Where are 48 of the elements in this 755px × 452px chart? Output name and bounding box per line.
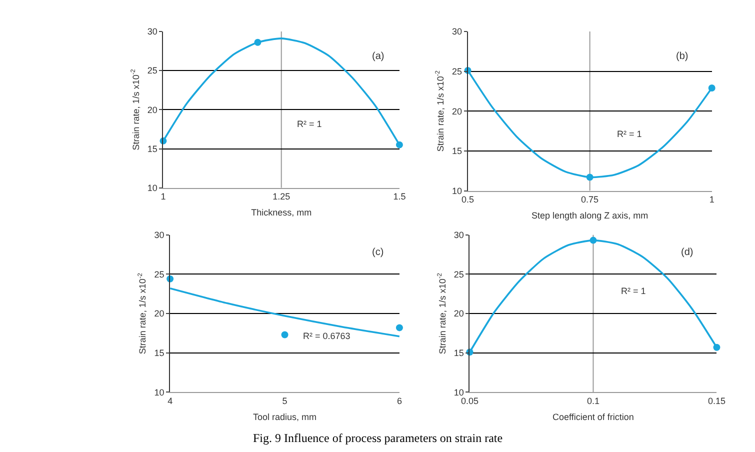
annotation: R² = 1 [621, 286, 646, 296]
y-tick-label: 25 [154, 269, 164, 280]
x-tick-label: 1.25 [272, 192, 290, 202]
annotation: (c) [372, 247, 384, 258]
y-tick-label: 15 [452, 146, 462, 156]
x-tick-label: 0.1 [586, 396, 600, 406]
annotation: R² = 1 [297, 119, 322, 129]
x-tick-label: 0.05 [460, 396, 479, 406]
x-axis-title: Step length along Z axis, mm [532, 210, 648, 220]
annotation: R² = 1 [617, 129, 642, 139]
y-tick-label: 15 [147, 144, 158, 154]
y-tick-label: 15 [454, 348, 464, 358]
y-tick-label: 20 [454, 308, 464, 319]
annotation: (b) [676, 51, 688, 62]
x-tick-label: 0.75 [581, 194, 599, 205]
y-tick-label: 10 [154, 387, 164, 398]
y-tick-label: 30 [154, 230, 164, 240]
y-tick-label: 20 [154, 308, 164, 319]
y-tick-label: 10 [147, 183, 158, 194]
point [396, 324, 403, 332]
x-tick-label: 0.5 [462, 194, 474, 205]
line-series [170, 287, 400, 338]
y-tick-label: 25 [452, 66, 462, 76]
y-tick-label: 30 [452, 26, 462, 37]
x-tick-label: 6 [396, 396, 402, 406]
x-axis-title: Coefficient of friction [552, 412, 634, 422]
caption: Fig. 9 Influence of process parameters on strain rate [253, 431, 503, 445]
y-tick-label: 30 [454, 230, 464, 240]
y-tick-label: 25 [147, 66, 158, 76]
x-tick-label: 1 [160, 192, 166, 202]
y-tick-label: 10 [452, 186, 462, 196]
y-tick-label: 20 [147, 104, 158, 115]
y-tick-label: 30 [147, 26, 158, 37]
annotation: R² = 0.6763 [303, 331, 350, 341]
y-tick-label: 25 [454, 269, 464, 280]
x-tick-label: 4 [168, 396, 173, 406]
x-tick-label: 5 [282, 396, 288, 406]
point [281, 331, 288, 338]
x-tick-label: 1 [709, 194, 714, 205]
annotation: (d) [681, 247, 694, 258]
x-axis-title: Tool radius, mm [253, 412, 317, 422]
y-tick-label: 10 [454, 387, 464, 398]
x-tick-label: 1.5 [393, 192, 406, 202]
y-tick-label: 15 [154, 348, 164, 358]
annotation: (a) [372, 51, 384, 62]
y-tick-label: 20 [452, 106, 462, 116]
x-tick-label: 0.15 [708, 396, 726, 406]
x-axis-title: Thickness, mm [251, 207, 312, 218]
